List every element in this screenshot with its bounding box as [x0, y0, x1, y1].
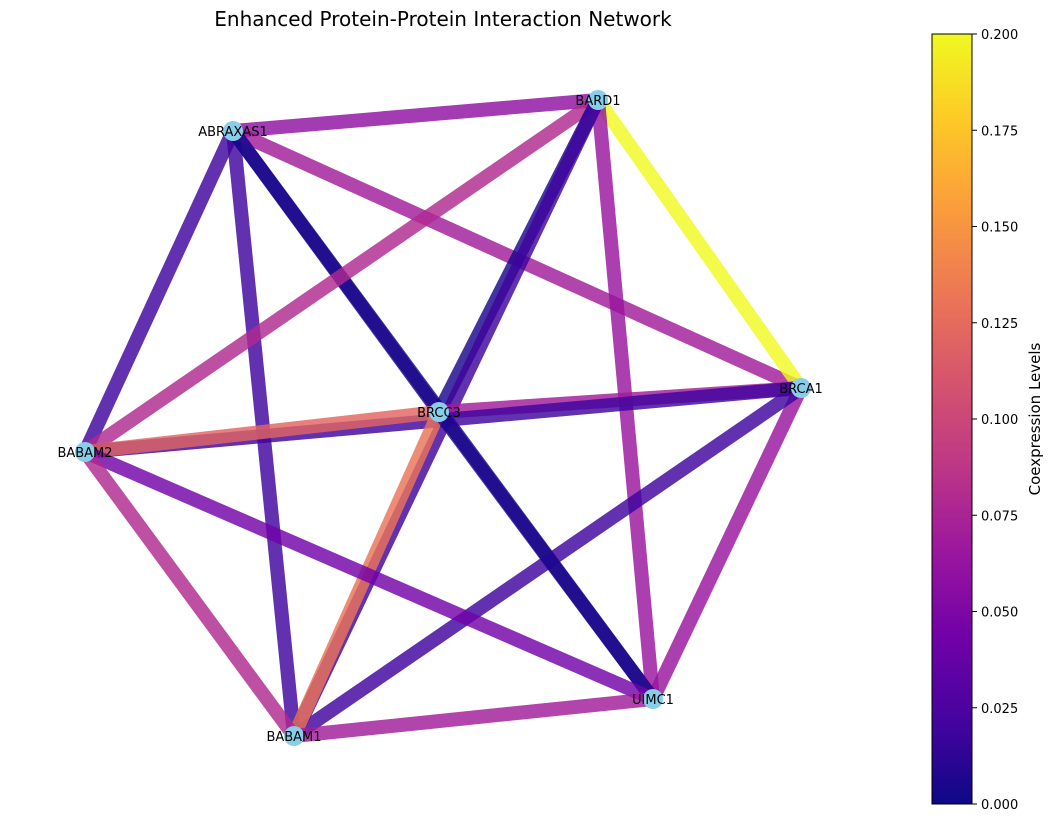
edge-bard1-babam2	[81, 94, 602, 458]
edge-brcc3-uimc1	[433, 407, 659, 704]
edge-bard1-brca1	[592, 95, 807, 393]
colorbar-tick-label: 0.200	[981, 28, 1018, 43]
node-label-babam2: BABAM2	[57, 446, 112, 461]
colorbar-label: Coexpression Levels	[1026, 342, 1044, 495]
node-bard1	[588, 90, 608, 110]
node-label-brcc3: BRCC3	[417, 406, 461, 421]
colorbar-tick-label: 0.050	[981, 606, 1018, 621]
colorbar-tick-label: 0.125	[981, 317, 1018, 332]
edge-brca1-uimc1	[646, 384, 808, 703]
colorbar-tick-label: 0.000	[981, 798, 1018, 813]
node-abraxas1	[223, 121, 243, 141]
colorbar-gradient	[931, 33, 973, 805]
node-label-bard1: BARD1	[575, 94, 620, 109]
colorbar-tick-label: 0.100	[981, 413, 1018, 428]
colorbar-tick-label: 0.075	[981, 509, 1018, 524]
edge-abraxas1-babam2	[78, 128, 240, 455]
colorbar-tick-label: 0.025	[981, 702, 1018, 717]
node-label-abraxas1: ABRAXAS1	[198, 125, 268, 140]
node-brca1	[791, 378, 811, 398]
edge-babam2-uimc1	[82, 445, 656, 706]
colorbar-tick-label: 0.175	[981, 124, 1018, 139]
node-babam2	[75, 442, 95, 462]
edge-abraxas1-bard1	[232, 93, 599, 138]
node-brcc3	[429, 402, 449, 422]
edge-brcc3-babam2	[84, 405, 440, 459]
colorbar-ticks: 0.000 0.025 0.050 0.075 0.100 0.125 0.150 0.175…	[972, 28, 1018, 813]
colorbar-tick-label: 0.150	[981, 221, 1018, 236]
node-babam1	[284, 726, 304, 746]
colorbar: 0.000 0.025 0.050 0.075 0.100 0.125 0.150 0.175…	[931, 28, 1044, 813]
node-label-babam1: BABAM1	[266, 730, 321, 745]
node-label-brca1: BRCA1	[779, 382, 823, 397]
edge-babam1-uimc1	[293, 692, 654, 743]
node-label-uimc1: UIMC1	[632, 693, 674, 708]
nodes-layer: BARD1 ABRAXAS1 BRCA1 BRCC3 BABAM2 UIMC1 BABAM1	[57, 90, 823, 746]
chart-title: Enhanced Protein-Protein Interaction Net…	[214, 7, 672, 31]
node-uimc1	[643, 689, 663, 709]
edge-babam2-babam1	[79, 447, 300, 741]
